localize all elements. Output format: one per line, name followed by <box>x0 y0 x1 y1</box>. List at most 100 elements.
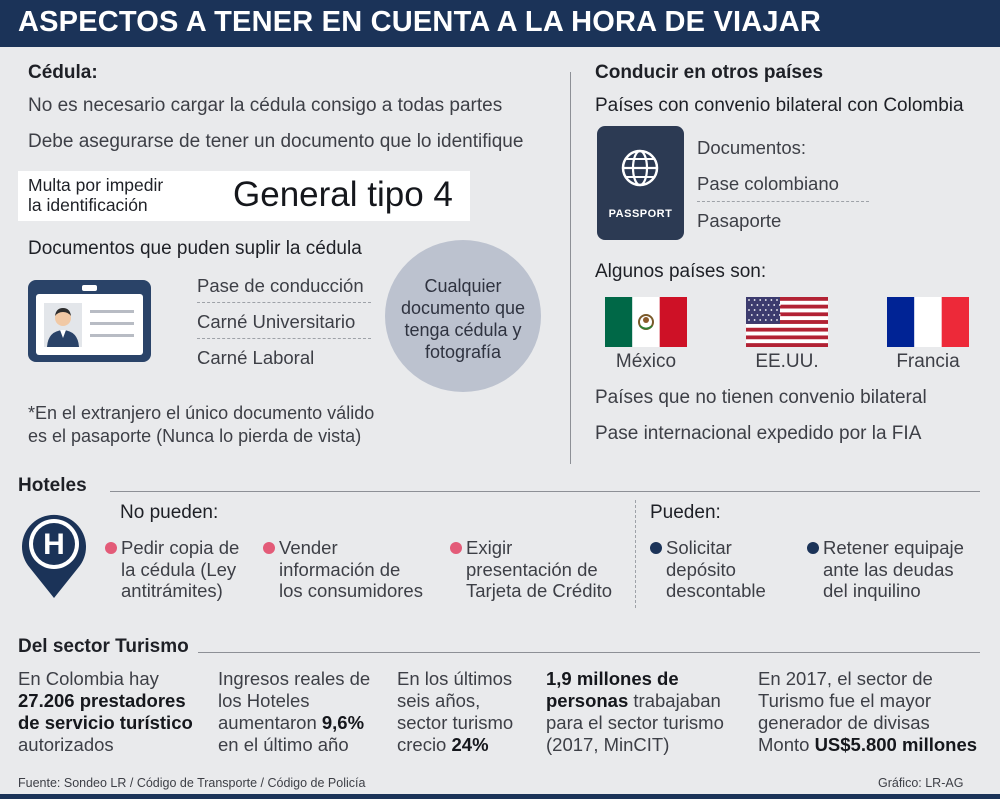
doc-carne-universitario: Carné Universitario <box>197 311 356 332</box>
footer-bar <box>0 794 1000 799</box>
docs-title: Documentos: <box>697 137 806 158</box>
hoteles-rule <box>110 491 980 492</box>
stat-line: en el último año <box>218 734 349 755</box>
item-line: información de <box>279 558 401 580</box>
no-convenio-text: Países que no tienen convenio bilateral <box>595 387 927 408</box>
stat-highlight: 9,6% <box>321 712 365 733</box>
person-icon <box>44 303 82 347</box>
stat-line: En Colombia hay <box>18 668 159 689</box>
multa-label: Multa por impedir la identificación <box>28 175 163 215</box>
stat-crecimiento: En los últimos seis años, sector turismo… <box>397 668 537 756</box>
item-line: Pedir copia de <box>121 537 240 558</box>
divider <box>697 201 869 202</box>
column-divider <box>570 72 571 464</box>
stat-divisas: En 2017, el sector de Turismo fue el may… <box>758 668 996 756</box>
multa-label-line-1: Multa por impedir <box>28 175 164 195</box>
cualquier-documento-circle: Cualquier documento que tenga cédula y f… <box>385 240 541 392</box>
item-line: Tarjeta de Crédito <box>466 580 613 601</box>
stat-line: seis años, <box>397 690 481 711</box>
stat-line: generador de divisas <box>758 712 930 733</box>
doc-pase-colombiano: Pase colombiano <box>697 173 839 194</box>
circle-line: tenga cédula y <box>404 320 522 340</box>
stat-line: Monto <box>758 734 815 755</box>
stat-line: los Hoteles <box>218 690 310 711</box>
stat-highlight: 24% <box>451 734 489 755</box>
no-pueden-item-1: Pedir copia de la cédula (Ley antitrámit… <box>105 537 255 602</box>
item-line: del inquilino <box>823 580 921 601</box>
divider <box>197 302 371 303</box>
pueden-title: Pueden: <box>650 502 721 523</box>
suplir-title: Documentos que puden suplir la cédula <box>28 238 362 259</box>
item-line: descontable <box>666 580 766 601</box>
globe-icon <box>621 149 659 187</box>
footer-credit: Gráfico: LR-AG <box>878 776 964 790</box>
stat-highlight: 1,9 millones de <box>546 668 679 689</box>
country-mexico: México <box>615 351 677 372</box>
cedula-title: Cédula: <box>28 62 98 83</box>
stat-highlight: 27.206 prestadores <box>18 690 186 711</box>
item-line: presentación de <box>466 558 598 580</box>
id-card-icon <box>28 280 151 362</box>
france-flag-icon <box>887 297 969 347</box>
header-bar: ASPECTOS A TENER EN CUENTA A LA HORA DE … <box>0 0 1000 47</box>
no-pueden-item-3: Exigir presentación de Tarjeta de Crédit… <box>450 537 630 602</box>
stat-line: trabajaban <box>628 690 721 711</box>
no-pueden-item-2: Vender información de los consumidores <box>263 537 448 602</box>
hotel-pin-icon: H <box>20 510 88 600</box>
stat-prestadores: En Colombia hay 27.206 prestadores de se… <box>18 668 208 756</box>
pase-internacional-text: Pase internacional expedido por la FIA <box>595 423 922 444</box>
stat-line: Turismo fue el mayor <box>758 690 932 711</box>
item-line: Solicitar <box>666 537 732 558</box>
algunos-paises-title: Algunos países son: <box>595 261 767 282</box>
item-line: antitrámites) <box>121 580 223 601</box>
pueden-item-1: Solicitar depósito descontable <box>650 537 800 602</box>
svg-text:H: H <box>43 528 65 561</box>
item-line: Exigir <box>466 537 513 558</box>
note-line-2: es el pasaporte (Nunca lo pierda de vist… <box>28 426 362 446</box>
stat-line: (2017, MinCIT) <box>546 734 670 755</box>
doc-carne-laboral: Carné Laboral <box>197 347 315 368</box>
stat-line: autorizados <box>18 734 114 755</box>
item-line: Retener equipaje <box>823 537 964 558</box>
multa-label-line-2: la identificación <box>28 195 148 215</box>
stat-personas: 1,9 millones de personas trabajaban para… <box>546 668 751 756</box>
cedula-line-2: Debe asegurarse de tener un documento qu… <box>28 131 524 152</box>
mexico-flag-icon <box>605 297 687 347</box>
no-pueden-title: No pueden: <box>120 502 219 523</box>
bullet-dot <box>263 542 275 554</box>
pasaporte-note: *En el extranjero el único documento vál… <box>28 402 374 448</box>
stat-ingresos-hoteles: Ingresos reales de los Hoteles aumentaro… <box>218 668 388 756</box>
bullet-dot <box>450 542 462 554</box>
item-line: los consumidores <box>279 580 423 601</box>
hoteles-title: Hoteles <box>18 475 87 496</box>
item-line: la cédula (Ley <box>121 558 237 580</box>
turismo-rule <box>198 652 980 653</box>
country-eeuu: EE.UU. <box>755 351 819 372</box>
conducir-subtitle: Países con convenio bilateral con Colomb… <box>595 95 964 116</box>
stat-line: En 2017, el sector de <box>758 668 933 689</box>
pueden-item-2: Retener equipaje ante las deudas del inq… <box>807 537 987 602</box>
stat-line: para el sector turismo <box>546 712 724 733</box>
multa-value: General tipo 4 <box>233 175 453 214</box>
stat-highlight: de servicio turístico <box>18 712 193 733</box>
hoteles-divider <box>635 500 636 608</box>
stat-line: sector turismo <box>397 712 514 733</box>
divider <box>197 338 371 339</box>
note-line-1: *En el extranjero el único documento vál… <box>28 403 375 423</box>
circle-line: Cualquier <box>424 276 502 296</box>
stat-highlight: US$5.800 millones <box>814 734 978 755</box>
doc-pasaporte: Pasaporte <box>697 210 782 231</box>
stat-highlight: personas <box>546 690 629 711</box>
circle-line: fotografía <box>424 342 502 362</box>
page-title: ASPECTOS A TENER EN CUENTA A LA HORA DE … <box>18 6 822 38</box>
passport-icon: PASSPORT <box>597 126 684 240</box>
usa-flag-icon <box>746 297 828 348</box>
country-francia: Francia <box>896 351 960 372</box>
footer-source: Fuente: Sondeo LR / Código de Transporte… <box>18 776 366 790</box>
bullet-dot <box>650 542 662 554</box>
bullet-dot <box>105 542 117 554</box>
conducir-title: Conducir en otros países <box>595 62 824 83</box>
turismo-title: Del sector Turismo <box>18 636 189 657</box>
circle-line: documento que <box>400 298 526 318</box>
item-line: depósito <box>666 558 736 580</box>
